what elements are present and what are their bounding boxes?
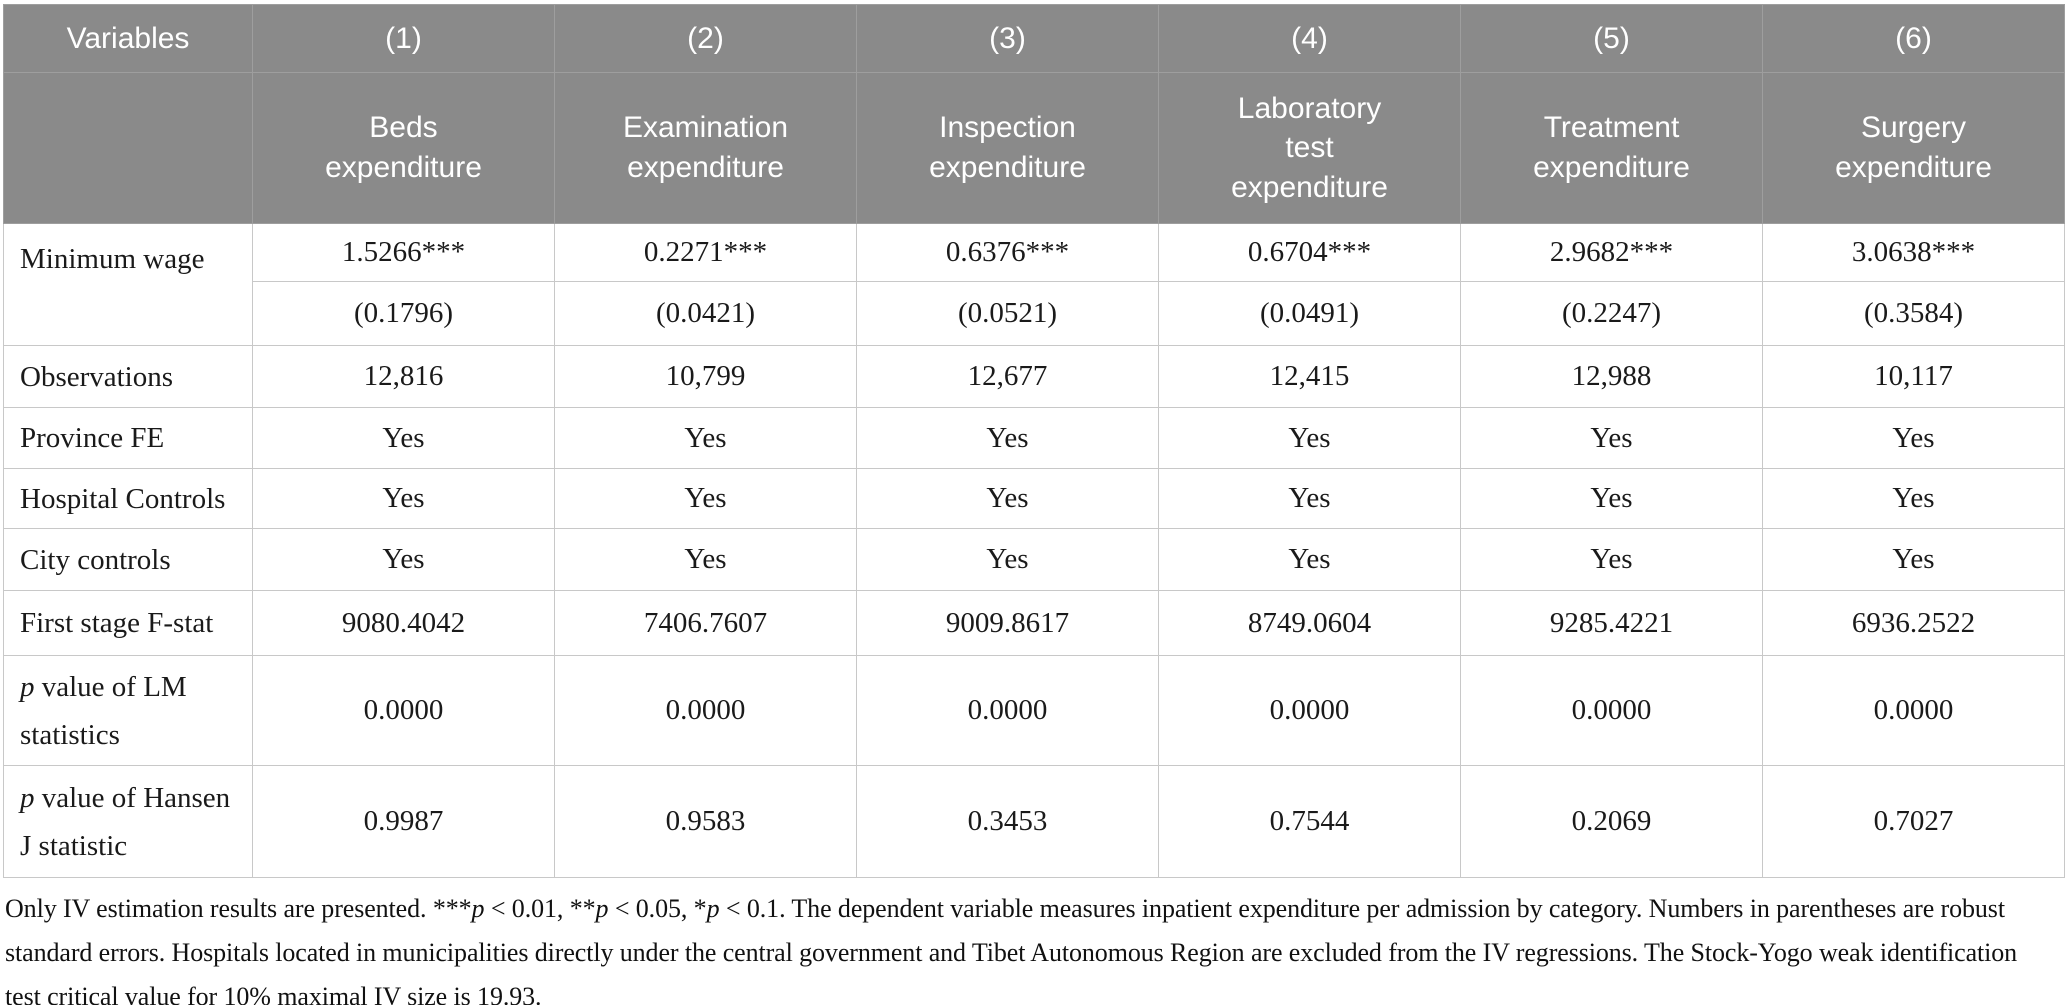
- row-label-province-fe: Province FE: [3, 407, 253, 469]
- header-variables: Variables: [3, 4, 253, 73]
- header-model-3: (3): [856, 4, 1159, 73]
- value-cell: Yes: [1158, 407, 1461, 469]
- header-model-1: (1): [252, 4, 555, 73]
- regression-table: Variables (1) (2) (3) (4) (5) (6) Beds e…: [3, 4, 2065, 878]
- value-cell: 10,799: [554, 345, 857, 408]
- value-cell: Yes: [1460, 468, 1763, 529]
- value-cell: 12,988: [1460, 345, 1763, 408]
- coef-cell: 0.6376***: [856, 223, 1159, 282]
- row-label-minimum-wage: Minimum wage: [3, 223, 253, 346]
- coef-cell: 0.2271***: [554, 223, 857, 282]
- row-p-value-hansen: p value of Hansen J statistic 0.9987 0.9…: [3, 765, 2065, 878]
- table-note: Only IV estimation results are presented…: [5, 894, 2018, 1005]
- coef-cell: 3.0638***: [1762, 223, 2065, 282]
- value-cell: Yes: [1762, 528, 2065, 591]
- value-cell: 12,415: [1158, 345, 1461, 408]
- row-city-controls: City controls Yes Yes Yes Yes Yes Yes: [3, 528, 2065, 591]
- coef-cell: 1.5266***: [252, 223, 555, 282]
- se-cell: (0.0521): [856, 281, 1159, 346]
- table-header: Variables (1) (2) (3) (4) (5) (6) Beds e…: [3, 4, 2065, 224]
- value-cell: Yes: [252, 407, 555, 469]
- se-cell: (0.0491): [1158, 281, 1461, 346]
- header-depvar-treatment: Treatment expenditure: [1460, 72, 1763, 224]
- header-depvar-laboratory: Laboratory test expenditure: [1158, 72, 1461, 224]
- se-cell: (0.3584): [1762, 281, 2065, 346]
- value-cell: 0.7027: [1762, 765, 2065, 878]
- value-cell: Yes: [252, 468, 555, 529]
- value-cell: 0.0000: [252, 655, 555, 766]
- header-depvar-beds: Beds expenditure: [252, 72, 555, 224]
- header-model-5: (5): [1460, 4, 1763, 73]
- value-cell: Yes: [1158, 528, 1461, 591]
- row-label-hospital-controls: Hospital Controls: [3, 468, 253, 529]
- header-depvar-inspection: Inspection expenditure: [856, 72, 1159, 224]
- value-cell: 7406.7607: [554, 590, 857, 656]
- value-cell: 9080.4042: [252, 590, 555, 656]
- row-observations: Observations 12,816 10,799 12,677 12,415…: [3, 345, 2065, 408]
- value-cell: Yes: [554, 407, 857, 469]
- value-cell: Yes: [856, 528, 1159, 591]
- se-cell: (0.1796): [252, 281, 555, 346]
- value-cell: 10,117: [1762, 345, 2065, 408]
- value-cell: 0.0000: [554, 655, 857, 766]
- value-cell: 12,677: [856, 345, 1159, 408]
- header-model-4: (4): [1158, 4, 1461, 73]
- header-empty-cell: [3, 72, 253, 224]
- coef-cell: 0.6704***: [1158, 223, 1461, 282]
- value-cell: Yes: [554, 468, 857, 529]
- row-province-fe: Province FE Yes Yes Yes Yes Yes Yes: [3, 407, 2065, 469]
- value-cell: 0.3453: [856, 765, 1159, 878]
- value-cell: 0.0000: [856, 655, 1159, 766]
- row-p-value-lm: p value of LM statistics 0.0000 0.0000 0…: [3, 655, 2065, 766]
- row-minimum-wage-std-errors: (0.1796) (0.0421) (0.0521) (0.0491) (0.2…: [4, 281, 2065, 346]
- value-cell: 0.0000: [1460, 655, 1763, 766]
- value-cell: Yes: [856, 468, 1159, 529]
- header-model-2: (2): [554, 4, 857, 73]
- row-label-first-stage-fstat: First stage F-stat: [3, 590, 253, 656]
- italic-p: p: [20, 781, 35, 814]
- value-cell: 8749.0604: [1158, 590, 1461, 656]
- value-cell: 0.0000: [1158, 655, 1461, 766]
- italic-p: p: [471, 894, 485, 923]
- value-cell: 0.0000: [1762, 655, 2065, 766]
- value-cell: Yes: [1158, 468, 1461, 529]
- value-cell: 9285.4221: [1460, 590, 1763, 656]
- value-cell: Yes: [856, 407, 1159, 469]
- value-cell: Yes: [1460, 407, 1763, 469]
- row-first-stage-fstat: First stage F-stat 9080.4042 7406.7607 9…: [3, 590, 2065, 656]
- header-depvar-examination: Examination expenditure: [554, 72, 857, 224]
- italic-p: p: [595, 894, 609, 923]
- row-label-city-controls: City controls: [3, 528, 253, 591]
- row-label-observations: Observations: [3, 345, 253, 408]
- value-cell: Yes: [1762, 407, 2065, 469]
- value-cell: 12,816: [252, 345, 555, 408]
- value-cell: Yes: [252, 528, 555, 591]
- se-cell: (0.2247): [1460, 281, 1763, 346]
- header-depvar-surgery: Surgery expenditure: [1762, 72, 2065, 224]
- value-cell: 0.9987: [252, 765, 555, 878]
- value-cell: 0.9583: [554, 765, 857, 878]
- coef-cell: 2.9682***: [1460, 223, 1763, 282]
- value-cell: 0.2069: [1460, 765, 1763, 878]
- value-cell: Yes: [554, 528, 857, 591]
- value-cell: 0.7544: [1158, 765, 1461, 878]
- row-label-p-value-lm: p value of LM statistics: [3, 655, 253, 766]
- se-cell: (0.0421): [554, 281, 857, 346]
- row-label-p-value-hansen: p value of Hansen J statistic: [3, 765, 253, 878]
- value-cell: 6936.2522: [1762, 590, 2065, 656]
- header-model-6: (6): [1762, 4, 2065, 73]
- value-cell: Yes: [1762, 468, 2065, 529]
- italic-p: p: [706, 894, 720, 923]
- table-body: Minimum wage 1.5266*** 0.2271*** 0.6376*…: [3, 223, 2065, 878]
- value-cell: 9009.8617: [856, 590, 1159, 656]
- value-cell: Yes: [1460, 528, 1763, 591]
- row-minimum-wage-coefficients: Minimum wage 1.5266*** 0.2271*** 0.6376*…: [3, 223, 2065, 346]
- italic-p: p: [20, 670, 35, 703]
- row-hospital-controls: Hospital Controls Yes Yes Yes Yes Yes Ye…: [3, 468, 2065, 529]
